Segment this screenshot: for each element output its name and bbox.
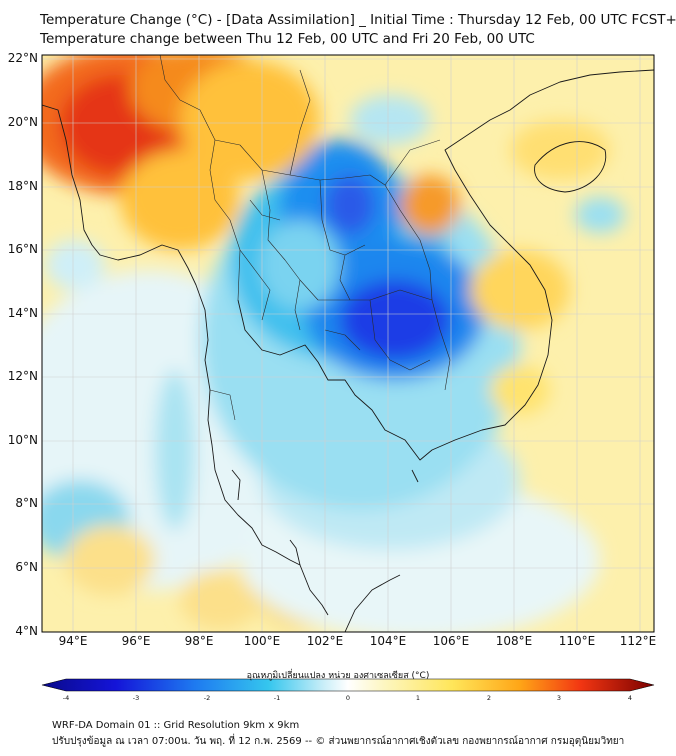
footer-credit: ปรับปรุงข้อมูล ณ เวลา 07:00น. วัน พฤ. ที… xyxy=(52,736,625,747)
lat-label: 6°N xyxy=(15,560,38,574)
lon-label: 104°E xyxy=(369,634,407,648)
plot-frame xyxy=(41,54,655,633)
temperature-field xyxy=(42,55,654,632)
chart-title: Temperature Change (°C) - [Data Assimila… xyxy=(40,12,676,28)
lat-label: 22°N xyxy=(7,51,38,65)
colorbar-tick: -1 xyxy=(273,694,281,702)
lon-label: 102°E xyxy=(306,634,344,648)
colorbar-tick: -4 xyxy=(62,694,70,702)
chart-subtitle: Temperature change between Thu 12 Feb, 0… xyxy=(40,31,535,47)
colorbar-tick: 2 xyxy=(486,694,492,702)
lat-label: 18°N xyxy=(7,179,38,193)
lat-label: 10°N xyxy=(7,433,38,447)
lat-label: 16°N xyxy=(7,242,38,256)
lon-label: 110°E xyxy=(558,634,596,648)
lat-label: 4°N xyxy=(15,624,38,638)
colorbar-tick: 3 xyxy=(556,694,562,702)
graticule xyxy=(42,55,654,632)
colorbar-tick: 0 xyxy=(345,694,351,702)
lon-label: 94°E xyxy=(58,634,88,648)
colorbar-tick: 1 xyxy=(415,694,421,702)
lat-label: 12°N xyxy=(7,369,38,383)
lat-label: 20°N xyxy=(7,115,38,129)
lon-label: 100°E xyxy=(243,634,281,648)
lat-label: 14°N xyxy=(7,306,38,320)
colorbar xyxy=(41,678,655,692)
colorbar-tick: -2 xyxy=(203,694,211,702)
footer-resolution: WRF-DA Domain 01 :: Grid Resolution 9km … xyxy=(52,720,300,731)
colorbar-title: อุณหภูมิเปลี่ยนแปลง หน่วย องศาเซลเซียส (… xyxy=(246,671,430,681)
lat-label: 8°N xyxy=(15,496,38,510)
lon-label: 112°E xyxy=(619,634,657,648)
colorbar-tick: -3 xyxy=(132,694,140,702)
colorbar-tick: 4 xyxy=(627,694,633,702)
lon-label: 96°E xyxy=(121,634,151,648)
lon-label: 98°E xyxy=(184,634,214,648)
coastlines xyxy=(42,69,654,632)
admin-borders xyxy=(159,55,451,421)
lon-label: 108°E xyxy=(495,634,533,648)
lon-label: 106°E xyxy=(432,634,470,648)
